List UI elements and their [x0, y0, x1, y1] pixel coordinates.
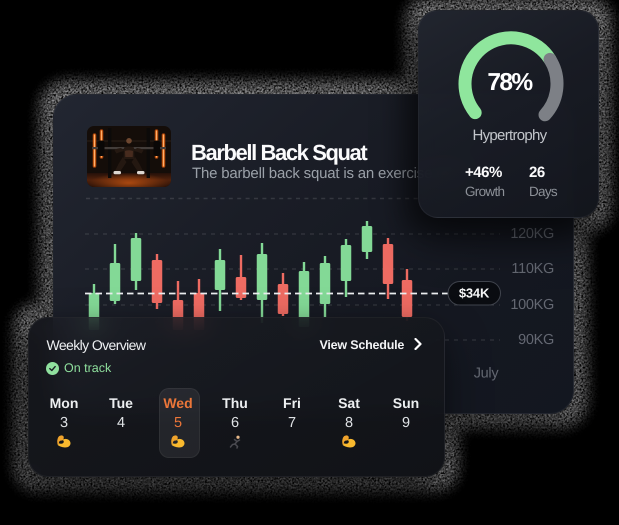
svg-text:90KG: 90KG [518, 332, 554, 348]
svg-text:July: July [474, 366, 500, 382]
svg-text:120KG: 120KG [510, 226, 554, 242]
svg-text:$34K: $34K [459, 286, 490, 301]
svg-text:100KG: 100KG [510, 297, 554, 313]
svg-text:110KG: 110KG [511, 261, 554, 277]
